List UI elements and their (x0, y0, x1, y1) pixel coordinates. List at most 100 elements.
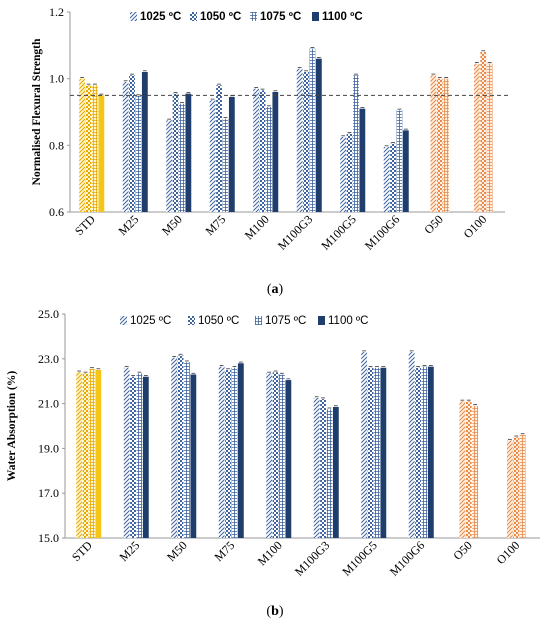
panel-b-y-tick-label: 17.0 (38, 486, 59, 500)
panel-b-x-tick-label: M50 (164, 538, 190, 564)
panel-b-bar (408, 352, 415, 538)
panel-b-legend-label: 1025 ºC (130, 315, 171, 327)
panel-b-y-tick-label: 23.0 (38, 352, 59, 366)
panel-b-bar (218, 366, 225, 538)
panel-a-bar (396, 110, 403, 212)
panel-a-bar (179, 103, 185, 212)
panel-a-x-tick-label: O50 (421, 212, 446, 237)
panel-b-y-tick-label: 25.0 (38, 307, 59, 321)
panel-a-bar (122, 82, 129, 212)
panel-b-bar (76, 372, 83, 538)
panel-a-bar (129, 75, 135, 212)
panel-b-bar (225, 370, 231, 538)
panel-a-legend-label: 1025 ºC (140, 11, 181, 23)
panel-a-bar (172, 93, 179, 212)
panel-a-legend-swatch (190, 12, 197, 21)
panel-a-bar (79, 78, 86, 213)
panel-a-bar (266, 107, 272, 212)
panel-a-bar (253, 88, 260, 212)
panel-a-bar (346, 133, 353, 212)
panel-b-caption: (b) (266, 604, 284, 619)
panel-a-bar (353, 75, 359, 212)
panel-b-bar (142, 376, 149, 538)
panel-b-bar (326, 409, 333, 538)
panel-a-bar (315, 58, 322, 212)
panel-a-bar (85, 85, 92, 212)
panel-a-bar (135, 96, 142, 212)
panel-b-bar (459, 401, 466, 538)
panel-b-bar (190, 374, 197, 538)
panel-b-bar (89, 368, 95, 538)
panel-a-x-tick-label: STD (72, 212, 98, 238)
panel-b-bar (361, 352, 368, 538)
flexural-strength-chart: 0.6 0.8 1.0 1.2 Normalised Flexural Strength… (31, 5, 511, 253)
panel-b-bar (285, 380, 292, 538)
panel-a-bar (309, 48, 316, 212)
panel-b-legend-swatch (120, 316, 127, 325)
panel-b-bar (415, 367, 421, 538)
panel-b-bar (332, 406, 339, 538)
panel-b-legend-label: 1050 ºC (198, 315, 239, 327)
panel-a-bar (473, 63, 480, 212)
panel-a-bar (359, 108, 366, 212)
panel-a-x-tick-label: M100 (242, 212, 272, 242)
panel-b-bar (82, 373, 89, 538)
panel-a-bar (480, 52, 487, 212)
panel-b-bar (427, 366, 434, 538)
panel-a-y-tick-label: 1.0 (49, 72, 64, 86)
panel-b-x-tick-label: M25 (116, 538, 142, 564)
panel-b-x-tick-label: STD (69, 538, 95, 564)
panel-b-bar (184, 362, 190, 538)
panel-a-x-tick-label: O100 (461, 212, 490, 241)
panel-b-bar (279, 374, 285, 538)
panel-b-bar (237, 363, 244, 538)
panel-b-bar (320, 399, 326, 538)
panel-a-legend-swatch (312, 12, 319, 21)
panel-a-x-tick-label: M100G6 (362, 212, 403, 253)
panel-b-bar (266, 373, 273, 538)
panel-b-bar (513, 437, 520, 538)
panel-b-bar (380, 367, 387, 538)
panel-b-x-tick-label: O50 (450, 538, 475, 563)
panel-a-bar (430, 75, 437, 212)
panel-a-x-tick-label: M75 (202, 212, 228, 238)
panel-a-y-tick-label: 0.8 (49, 138, 64, 152)
panel-b-legend-label: 1075 ºC (265, 315, 306, 327)
panel-b-bar (465, 401, 472, 538)
panel-b-bar (472, 405, 479, 538)
panel-b-bar (95, 370, 102, 538)
panel-b-x-tick-label: M75 (211, 538, 237, 564)
panel-a-y-tick-label: 0.6 (49, 205, 64, 219)
panel-a-bar (296, 68, 303, 213)
panel-a-bar (383, 147, 390, 212)
panel-b-x-tick-label: M100G5 (339, 538, 380, 579)
panel-b-bar (374, 367, 380, 538)
panel-a-legend-label: 1075 ºC (260, 11, 301, 23)
panel-a-y-tick-label: 1.2 (49, 5, 64, 19)
panel-b-bar (177, 355, 184, 538)
panel-a-bar (141, 72, 148, 212)
panel-a-legend-swatch (130, 12, 137, 21)
panel-b-x-tick-label: M100G3 (292, 538, 333, 579)
panel-b-legend-swatch (188, 316, 195, 325)
panel-a-legend-label: 1100 ºC (322, 11, 363, 23)
panel-a-legend-swatch (250, 12, 257, 21)
panel-a-bar (209, 100, 216, 212)
panel-b-bar (519, 434, 526, 538)
panel-a-bar (228, 97, 235, 212)
panel-a-bar (436, 78, 443, 213)
panel-b-x-tick-label: M100G6 (387, 538, 428, 579)
panel-a-x-tick-label: M100G5 (318, 212, 359, 253)
panel-b-bar (506, 440, 513, 538)
panel-a-legend-label: 1050 ºC (200, 11, 241, 23)
panel-a-bar (98, 95, 105, 212)
panel-b-legend-swatch (255, 316, 262, 325)
panel-a-bar (340, 137, 347, 212)
panel-b-legend-swatch (318, 316, 325, 325)
panel-b-bar (123, 367, 130, 538)
panel-a-bar (222, 118, 229, 212)
water-absorption-chart: 15.0 17.0 19.0 21.0 23.0 25.0 Water Absorption… (6, 307, 540, 579)
panel-a-x-tick-label: M50 (159, 212, 185, 238)
panel-a-bar (272, 92, 279, 212)
